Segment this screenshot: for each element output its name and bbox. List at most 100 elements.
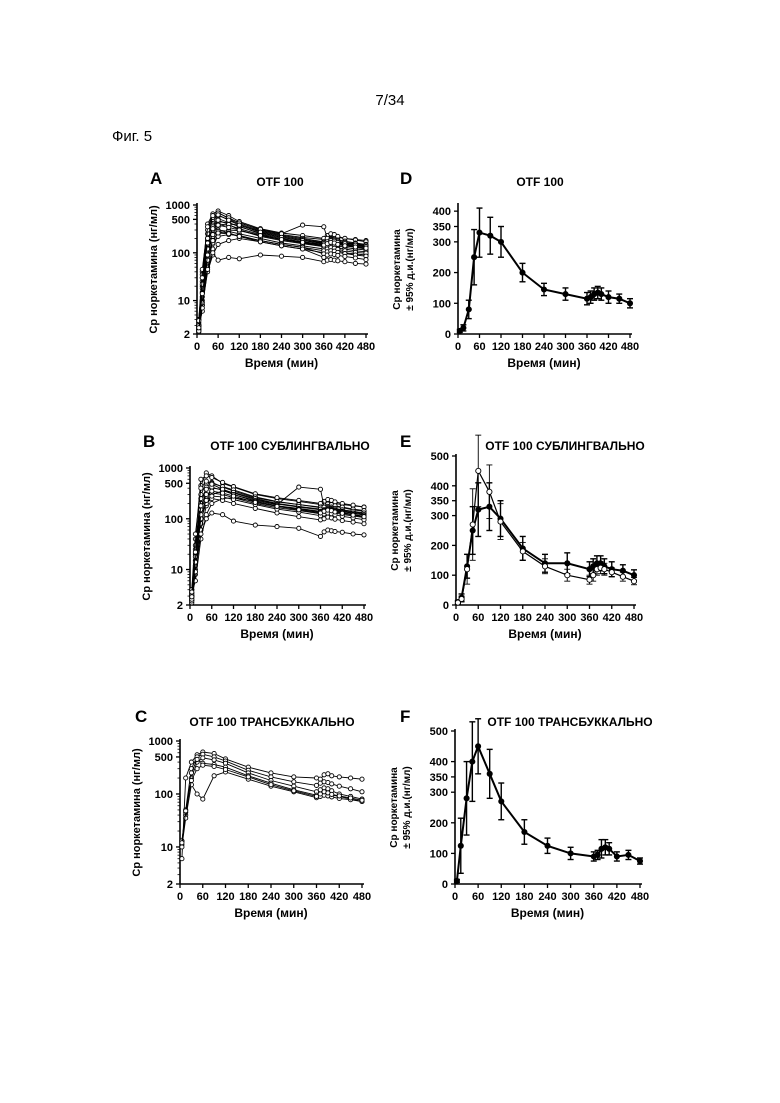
chart-title: OTF 100 СУБЛИНГВАЛЬНО (210, 439, 369, 453)
data-point (499, 799, 504, 804)
x-tick-label: 120 (216, 891, 234, 903)
data-point (216, 223, 220, 227)
data-point (520, 549, 525, 554)
data-point (227, 225, 231, 229)
x-tick-label: 60 (473, 341, 485, 353)
data-point (466, 307, 471, 312)
data-point (253, 523, 257, 527)
data-point (464, 796, 469, 801)
data-point (197, 319, 201, 323)
data-point (626, 852, 631, 857)
x-axis-label: Время (мин) (240, 627, 313, 641)
y-axis-label-line: ± 95% д.и.(нг/мл) (405, 228, 416, 311)
data-point (606, 295, 611, 300)
x-tick-label: 300 (285, 891, 303, 903)
x-tick-label: 60 (472, 612, 484, 624)
panel-letter: C (135, 707, 147, 726)
data-series (190, 471, 366, 598)
series-line (457, 746, 640, 881)
y-tick-label: 0 (442, 879, 448, 891)
data-series (180, 756, 364, 847)
data-series (180, 757, 364, 843)
data-point (542, 564, 547, 569)
y-axis-label-line: Ср норкетамина (392, 229, 403, 310)
x-tick-label: 240 (538, 891, 556, 903)
y-tick-label: 10 (171, 565, 183, 577)
y-tick-label: 350 (433, 222, 451, 234)
data-point (330, 792, 334, 796)
data-point (227, 239, 231, 243)
x-tick-label: 240 (272, 341, 290, 353)
data-series (197, 214, 368, 322)
x-tick-label: 180 (239, 891, 257, 903)
y-tick-label: 400 (431, 481, 449, 493)
data-point (360, 790, 364, 794)
data-point (637, 858, 642, 863)
data-point (221, 513, 225, 517)
x-axis-label: Время (мин) (507, 356, 580, 370)
x-tick-label: 360 (578, 341, 596, 353)
y-tick-label: 2 (167, 879, 173, 891)
data-point (275, 504, 279, 508)
x-tick-label: 480 (357, 341, 375, 353)
data-point (269, 783, 273, 787)
data-point (487, 489, 492, 494)
data-point (246, 775, 250, 779)
data-point (599, 292, 604, 297)
data-point (279, 244, 283, 248)
data-point (237, 228, 241, 232)
y-tick-label: 300 (430, 787, 448, 799)
y-tick-label: 100 (430, 848, 448, 860)
data-point (330, 774, 334, 778)
x-tick-label: 180 (513, 341, 531, 353)
data-point (204, 487, 208, 491)
data-point (364, 258, 368, 262)
data-point (189, 760, 193, 764)
data-series (454, 719, 643, 884)
data-point (200, 276, 204, 280)
data-point (211, 214, 215, 218)
data-point (292, 775, 296, 779)
y-axis-label: Ср норкетамина (нг/мл) (141, 472, 153, 601)
data-point (211, 251, 215, 255)
data-point (336, 253, 340, 257)
data-point (301, 240, 305, 244)
x-tick-label: 240 (262, 891, 280, 903)
data-point (204, 492, 208, 496)
data-point (336, 259, 340, 263)
x-tick-label: 420 (330, 891, 348, 903)
data-series (197, 211, 368, 328)
x-tick-label: 0 (194, 341, 200, 353)
x-tick-label: 0 (455, 341, 461, 353)
data-point (351, 513, 355, 517)
data-point (301, 255, 305, 259)
data-point (200, 292, 204, 296)
x-axis-label: Время (мин) (508, 627, 581, 641)
x-tick-label: 360 (307, 891, 325, 903)
x-tick-label: 180 (251, 341, 269, 353)
data-point (565, 561, 570, 566)
data-point (180, 857, 184, 861)
data-point (201, 756, 205, 760)
data-point (193, 532, 197, 536)
data-point (193, 550, 197, 554)
data-point (195, 757, 199, 761)
y-tick-label: 500 (165, 478, 183, 490)
series-line (199, 238, 366, 330)
series-line (458, 471, 634, 603)
data-point (297, 498, 301, 502)
data-point (216, 213, 220, 217)
y-tick-label: 200 (430, 818, 448, 830)
data-point (216, 242, 220, 246)
data-point (221, 480, 225, 484)
data-point (216, 231, 220, 235)
data-series (455, 435, 637, 605)
x-tick-label: 240 (536, 612, 554, 624)
data-point (631, 573, 636, 578)
x-tick-label: 240 (535, 341, 553, 353)
data-point (292, 780, 296, 784)
data-series (180, 750, 364, 861)
data-point (322, 225, 326, 229)
x-tick-label: 240 (268, 612, 286, 624)
